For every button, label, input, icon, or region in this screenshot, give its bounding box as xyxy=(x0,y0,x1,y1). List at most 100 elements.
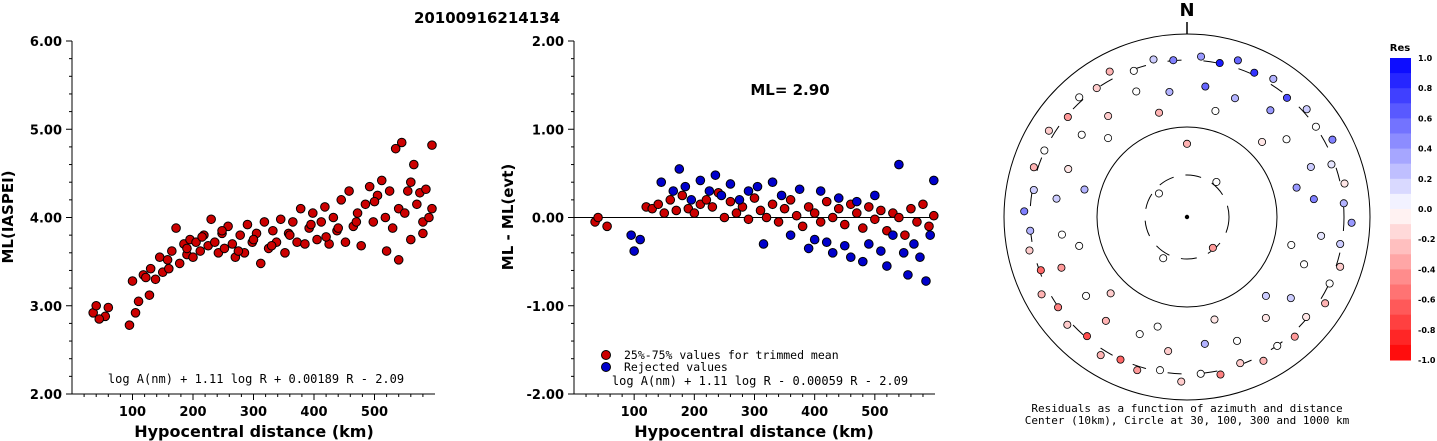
polar-station xyxy=(1036,266,1045,275)
left-point xyxy=(145,263,156,274)
colorbar-tick-label: -1.0 xyxy=(1418,356,1436,365)
left-point xyxy=(133,296,144,307)
middle-point xyxy=(803,243,814,254)
polar-station xyxy=(1201,82,1210,91)
colorbar-cell xyxy=(1390,314,1411,331)
middle-point xyxy=(776,190,787,201)
left-point xyxy=(275,214,286,225)
left-point xyxy=(103,302,114,313)
left-point xyxy=(424,212,434,223)
polar-station xyxy=(1029,163,1038,172)
polar-station xyxy=(1282,93,1291,102)
legend-red-marker xyxy=(601,350,611,360)
polar-station xyxy=(1101,316,1110,325)
middle-point xyxy=(821,196,832,207)
middle-point xyxy=(882,261,892,271)
left-point xyxy=(387,223,398,233)
middle-point xyxy=(731,208,742,218)
polar-station xyxy=(1273,341,1282,350)
polar-station xyxy=(1080,185,1089,194)
left-point xyxy=(268,225,278,236)
middle-point xyxy=(758,239,769,249)
polar-station xyxy=(1286,294,1295,303)
colorbar-tick-label: -0.4 xyxy=(1418,265,1436,274)
polar-station xyxy=(1092,84,1101,93)
left-point xyxy=(292,237,302,248)
left-point xyxy=(321,232,331,242)
left-point xyxy=(427,203,437,214)
middle-point xyxy=(864,239,874,249)
left-point xyxy=(209,237,220,248)
middle-point xyxy=(915,252,925,263)
polar-station xyxy=(1159,254,1168,263)
middle-point xyxy=(809,234,820,245)
middle-point xyxy=(900,230,910,240)
colorbar-cell xyxy=(1390,118,1411,134)
polar-station xyxy=(1063,113,1072,122)
middle-point xyxy=(839,219,850,230)
polar-station xyxy=(1133,366,1142,375)
colorbar-cell xyxy=(1390,73,1411,89)
left-point xyxy=(333,223,344,233)
left-point xyxy=(396,137,407,148)
left-point xyxy=(235,230,245,240)
middle-point xyxy=(925,230,935,240)
middle-point xyxy=(858,223,868,233)
middle-ylabel: ML - ML(evt) xyxy=(499,164,517,270)
middle-point xyxy=(725,196,736,207)
colorbar-cell xyxy=(1390,133,1411,150)
left-point xyxy=(406,177,416,187)
middle-point xyxy=(704,186,715,196)
middle-point xyxy=(876,205,886,216)
colorbar-tick-label: -0.2 xyxy=(1418,235,1436,244)
left-point xyxy=(364,181,375,192)
middle-xtick-label: 100 xyxy=(621,405,648,420)
polar-station xyxy=(1269,74,1278,83)
middle-point xyxy=(909,239,919,249)
left-point xyxy=(312,234,322,245)
polar-station xyxy=(1106,289,1115,298)
left-point xyxy=(409,159,419,170)
polar-station xyxy=(1336,240,1345,249)
middle-point xyxy=(864,202,874,212)
polar-station xyxy=(1096,351,1105,360)
polar-station xyxy=(1261,291,1270,300)
middle-point xyxy=(858,256,868,267)
left-ytick-label: 5.00 xyxy=(30,123,62,138)
colorbar-tick-label: 0.4 xyxy=(1418,145,1433,154)
polar-station xyxy=(1104,134,1113,143)
left-point xyxy=(280,248,290,258)
middle-point xyxy=(695,175,706,186)
polar-station xyxy=(1149,55,1158,64)
polar-station xyxy=(1075,241,1084,250)
left-point xyxy=(266,240,277,251)
polar-station xyxy=(1200,339,1209,348)
middle-point xyxy=(785,195,796,205)
middle-ytick-label: 1.00 xyxy=(532,123,564,138)
left-point xyxy=(356,240,366,251)
middle-point xyxy=(671,205,682,216)
middle-point xyxy=(665,195,676,205)
middle-point xyxy=(734,195,745,205)
middle-point xyxy=(827,248,838,258)
polar-station xyxy=(1082,291,1091,300)
left-point xyxy=(174,258,185,269)
ml-label: ML= 2.90 xyxy=(750,81,829,99)
middle-point xyxy=(680,181,691,192)
middle-point xyxy=(716,190,727,201)
middle-point xyxy=(653,199,664,210)
left-point xyxy=(124,320,135,330)
colorbar-cell xyxy=(1390,103,1411,119)
colorbar-cell xyxy=(1390,178,1411,195)
colorbar-cell xyxy=(1390,254,1411,270)
left-ytick-label: 6.00 xyxy=(30,35,62,50)
polar-station xyxy=(1215,59,1224,68)
left-point xyxy=(360,199,371,210)
left-xlabel: Hypocentral distance (km) xyxy=(134,422,374,441)
middle-point xyxy=(659,208,670,218)
middle-point xyxy=(752,181,763,192)
polar-caption-1: Residuals as a function of azimuth and d… xyxy=(1031,402,1342,415)
colorbar-cell xyxy=(1390,148,1411,165)
middle-point xyxy=(755,205,766,216)
legend-red-label: 25%-75% values for trimmed mean xyxy=(624,348,839,362)
